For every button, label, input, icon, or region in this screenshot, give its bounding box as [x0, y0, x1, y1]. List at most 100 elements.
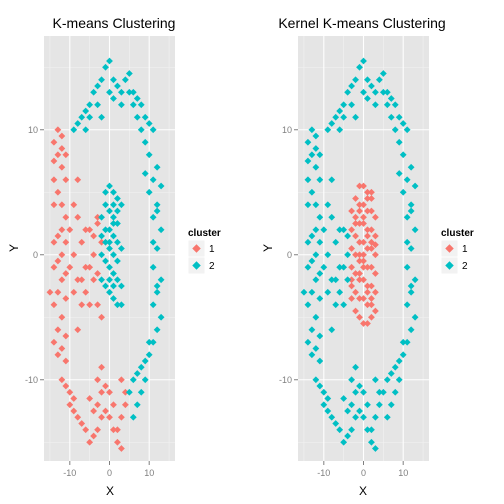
kmeans-point-cluster-1	[78, 238, 86, 246]
kernel-kmeans-point-cluster-1	[348, 282, 355, 290]
kernel-kmeans-point-cluster-1	[348, 245, 355, 252]
kernel-kmeans-point-cluster-2	[312, 226, 320, 234]
kmeans-point-cluster-1	[62, 332, 70, 340]
kernel-kmeans-point-cluster-2	[407, 282, 415, 290]
kmeans-point-cluster-1	[82, 288, 90, 296]
kernel-kmeans-point-cluster-2	[336, 426, 344, 434]
kmeans-point-cluster-1	[94, 301, 101, 309]
kmeans-point-cluster-2	[137, 101, 145, 109]
kmeans-chart: K-means Clustering -10 0 10 -10 0 10 X Y clu…	[7, 15, 221, 498]
kmeans-point-cluster-2	[114, 301, 121, 309]
kernel-kmeans-point-cluster-2	[372, 376, 379, 384]
kmeans-point-cluster-2	[153, 201, 161, 209]
kernel-kmeans-point-cluster-2	[411, 226, 419, 234]
kernel-kmeans-point-cluster-1	[368, 195, 375, 202]
kernel-kmeans-point-cluster-1	[372, 213, 379, 221]
kmeans-point-cluster-1	[98, 313, 105, 321]
kernel-kmeans-point-cluster-1	[364, 188, 371, 196]
kmeans-point-cluster-2	[110, 232, 117, 240]
kernel-kmeans-point-cluster-2	[312, 251, 320, 259]
kmeans-point-cluster-2	[141, 113, 149, 121]
kmeans-point-cluster-2	[102, 257, 109, 265]
kmeans-point-cluster-2	[118, 101, 125, 109]
kmeans-point-cluster-2	[90, 88, 98, 96]
kernel-kmeans-y-tick-label: 0	[287, 250, 292, 260]
kmeans-legend-key-2-symbol	[192, 261, 201, 270]
kernel-kmeans-point-cluster-2	[399, 338, 407, 346]
kernel-kmeans-chart-title: Kernel K-means Clustering	[278, 15, 445, 31]
kmeans-point-cluster-2	[153, 282, 161, 290]
kmeans-point-cluster-2	[157, 276, 165, 284]
kernel-kmeans-point-cluster-2	[348, 401, 355, 409]
kernel-kmeans-point-cluster-2	[368, 82, 375, 90]
kmeans-point-cluster-1	[58, 226, 66, 234]
kernel-kmeans-point-cluster-2	[308, 151, 316, 159]
kmeans-point-cluster-1	[114, 438, 121, 446]
kernel-kmeans-point-cluster-1	[348, 276, 355, 284]
kmeans-point-cluster-2	[98, 213, 105, 221]
kmeans-point-cluster-2	[137, 126, 145, 134]
kernel-kmeans-point-cluster-1	[352, 213, 359, 221]
kmeans-point-cluster-1	[94, 401, 101, 409]
kmeans-point-cluster-1	[121, 401, 129, 409]
kernel-kmeans-point-cluster-2	[316, 238, 324, 246]
kernel-kmeans-point-cluster-2	[320, 226, 328, 234]
kmeans-point-cluster-1	[106, 413, 113, 421]
kmeans-point-cluster-1	[118, 376, 125, 384]
kmeans-point-cluster-1	[50, 301, 58, 309]
kmeans-point-cluster-2	[145, 338, 153, 346]
kernel-kmeans-point-cluster-2	[340, 226, 348, 234]
kmeans-point-cluster-2	[149, 176, 157, 184]
kernel-kmeans-point-cluster-2	[344, 276, 352, 284]
kernel-kmeans-point-cluster-1	[348, 263, 355, 271]
kernel-kmeans-point-cluster-1	[368, 301, 375, 309]
kernel-kmeans-point-cluster-2	[316, 295, 324, 302]
kmeans-point-cluster-1	[50, 201, 58, 209]
kernel-kmeans-point-cluster-2	[411, 276, 419, 284]
kmeans-point-cluster-2	[118, 245, 125, 252]
kmeans-point-cluster-2	[102, 226, 109, 234]
kernel-kmeans-point-cluster-2	[407, 207, 415, 215]
kmeans-point-cluster-1	[50, 263, 58, 271]
kernel-kmeans-point-cluster-2	[383, 88, 391, 96]
kernel-kmeans-point-cluster-1	[364, 232, 371, 240]
kernel-kmeans-point-cluster-2	[336, 126, 344, 134]
kmeans-point-cluster-2	[98, 113, 105, 121]
kmeans-point-cluster-1	[78, 276, 86, 284]
kernel-kmeans-point-cluster-2	[368, 426, 375, 434]
kmeans-point-cluster-2	[102, 201, 109, 209]
kernel-kmeans-legend: cluster 1 2	[440, 228, 474, 275]
kernel-kmeans-y-tick-label: -10	[279, 375, 292, 385]
kernel-kmeans-point-cluster-1	[360, 257, 367, 265]
kernel-kmeans-point-cluster-2	[395, 138, 403, 146]
kmeans-point-cluster-2	[125, 388, 133, 396]
kmeans-point-cluster-1	[94, 270, 101, 277]
kmeans-point-cluster-2	[137, 388, 145, 396]
kmeans-point-cluster-1	[94, 220, 101, 227]
kmeans-point-cluster-2	[74, 120, 82, 127]
kmeans-point-cluster-1	[74, 326, 82, 334]
kmeans-point-cluster-1	[98, 388, 105, 396]
kmeans-point-cluster-2	[114, 257, 121, 265]
kmeans-point-cluster-2	[94, 101, 101, 109]
kmeans-point-cluster-2	[125, 70, 133, 77]
kernel-kmeans-point-cluster-1	[352, 232, 359, 240]
kernel-kmeans-point-cluster-2	[304, 138, 312, 146]
kernel-kmeans-point-cluster-2	[308, 188, 316, 196]
kernel-kmeans-point-cluster-2	[387, 113, 395, 121]
kmeans-point-cluster-2	[78, 113, 86, 121]
kernel-kmeans-point-cluster-1	[348, 207, 355, 215]
kernel-kmeans-point-cluster-2	[360, 57, 367, 65]
kmeans-point-cluster-1	[70, 288, 78, 296]
kmeans-point-cluster-1	[54, 126, 62, 134]
kmeans-point-cluster-1	[62, 176, 70, 184]
kernel-kmeans-point-cluster-2	[375, 388, 383, 396]
kernel-kmeans-point-cluster-2	[403, 213, 411, 221]
kmeans-x-ticks: -10 0 10	[63, 461, 154, 478]
kmeans-point-cluster-1	[121, 388, 129, 396]
kernel-kmeans-point-cluster-2	[312, 313, 320, 321]
kmeans-point-cluster-2	[149, 263, 157, 271]
kmeans-point-cluster-1	[50, 338, 58, 346]
kernel-kmeans-point-cluster-2	[312, 276, 320, 284]
